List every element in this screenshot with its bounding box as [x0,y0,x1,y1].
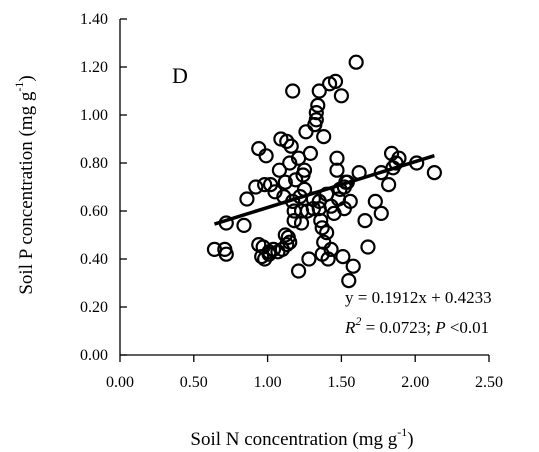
r-label: R [344,318,356,337]
data-point [298,124,314,140]
x-tick-label: 0.00 [106,374,134,391]
data-point [257,177,273,193]
x-tick-label: 1.00 [254,374,282,391]
data-point [342,193,358,209]
y-axis-title-main: Soil P concentration (mg g [16,91,37,294]
p-value: <0.01 [446,318,490,337]
data-point [239,191,255,207]
data-point [293,215,310,231]
data-point [357,213,373,229]
data-point [367,193,383,209]
x-tick-label: 0.50 [180,374,208,391]
data-point [301,251,317,267]
x-axis-title-close: ) [407,429,413,450]
y-tick-label: 1.00 [80,107,108,124]
y-tick-label: 0.40 [80,251,108,268]
x-axis-title: Soil N concentration (mg g-1) [190,425,413,450]
equation-annotation: y = 0.1912x + 0.4233 [345,288,492,307]
y-tick-label: 0.20 [80,299,108,316]
data-point [290,263,307,279]
data-point [218,246,234,262]
x-tick-label: 2.00 [401,374,429,391]
data-point [236,217,252,233]
data-point [381,177,397,193]
y-tick-label: 0.60 [80,203,108,220]
data-point [267,184,283,200]
r-sup: 2 [355,314,361,328]
data-point [313,213,329,229]
data-point [279,237,295,253]
data-point [320,251,336,267]
data-point [314,220,330,236]
data-point [327,73,344,90]
data-point [316,129,332,145]
data-point [308,112,324,128]
y-tick-label: 0.80 [80,155,108,172]
y-axis-title-close: ) [16,75,37,81]
r-value: = 0.0723; [361,318,435,337]
data-point [279,133,295,149]
y-axis-ticks: 0.00 0.20 0.40 0.60 0.80 1.00 1.20 1.40 [80,11,127,364]
r-squared-annotation: R2 = 0.0723; P <0.01 [344,314,489,337]
y-tick-label: 1.40 [80,11,108,28]
data-point [426,165,442,181]
data-point [282,234,298,250]
y-axis-title-sup: -1 [12,82,26,92]
data-point [285,83,301,99]
data-point [341,273,357,289]
data-point [258,148,274,164]
data-point [286,213,302,229]
data-point [310,97,326,114]
x-axis-title-main: Soil N concentration (mg g [190,429,397,450]
data-point [373,205,389,221]
trend-line [213,153,435,226]
data-point [329,150,345,166]
y-axis-title: Soil P concentration (mg g-1) [12,75,37,294]
data-point [311,83,327,99]
data-point [319,225,335,241]
data-point [302,145,319,161]
data-point [335,249,351,265]
data-point [391,150,407,166]
data-point [283,138,299,154]
x-axis-title-sup: -1 [397,425,407,439]
data-point [296,162,313,178]
data-point [277,174,293,190]
data-point [360,239,376,255]
data-point [248,179,264,195]
y-tick-label: 0.00 [80,347,108,364]
data-points [206,54,442,289]
data-point [251,141,267,157]
data-point [282,155,298,171]
data-point [271,162,288,178]
y-tick-label: 1.20 [80,59,108,76]
data-point [345,258,361,274]
data-point [348,54,364,70]
panel-label: D [172,63,188,88]
data-point [308,104,324,121]
data-point [323,241,339,257]
x-tick-label: 1.50 [327,374,355,391]
x-axis-ticks: 0.00 0.50 1.00 1.50 2.00 2.50 [106,355,503,391]
x-tick-label: 2.50 [475,374,503,391]
data-point [261,246,277,262]
data-point [333,88,349,104]
p-label: P [434,318,445,337]
